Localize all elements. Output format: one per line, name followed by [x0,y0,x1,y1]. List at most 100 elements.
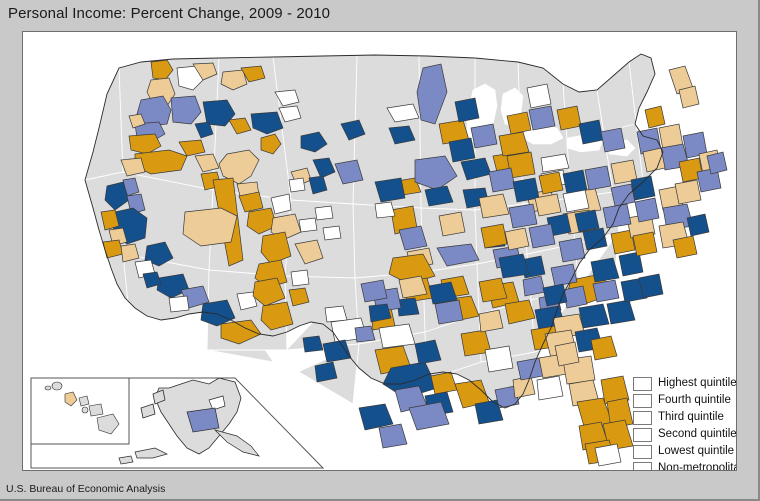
metro-area [378,423,408,449]
metro-area [436,243,480,267]
choropleth-map [30,53,728,469]
legend-swatch-highest-quintile [633,377,652,391]
metro-area [288,177,306,193]
honolulu-metro [64,391,78,407]
map-legend: Highest quintile Fourth quintile Third q… [633,376,737,470]
metro-area [260,301,294,331]
legend-item-non-metropolitan-areas: Non-metropolitan areas [633,461,736,470]
metro-area [120,243,140,263]
metro-area [290,269,310,287]
metro-area [142,271,162,289]
national-outline [84,53,664,409]
metro-area [168,295,190,313]
metro-area [414,155,458,191]
metro-area [260,133,282,155]
metro-area [170,95,202,125]
hawaii-island [44,385,52,391]
metro-area [600,375,630,405]
metro-area [522,275,546,297]
legend-item-second-quintile: Second quintile [633,427,736,444]
metro-area [302,335,324,353]
metro-area [360,279,388,303]
legend-label-highest-quintile: Highest quintile [658,377,737,389]
metro-area [388,125,416,145]
metro-area [340,119,366,141]
metro-area [528,105,556,131]
alaska-inset-frame [30,377,325,469]
metro-area [474,399,504,425]
legend-swatch-second-quintile [633,428,652,442]
legend-item-third-quintile: Third quintile [633,410,736,427]
metro-area [638,273,664,299]
metro-area [322,225,342,241]
map-panel: Highest quintile Fourth quintile Third q… [22,31,737,471]
metro-area [506,111,532,135]
metro-area [508,203,538,229]
metro-area [554,341,580,367]
metro-area [634,197,660,223]
metro-area [358,403,394,431]
metro-area [218,149,260,185]
metro-area [438,211,466,237]
hawaii-island [78,395,90,407]
metro-area [478,277,508,303]
metro-area [498,253,530,279]
legend-item-fourth-quintile: Fourth quintile [633,393,736,410]
metro-area [100,209,120,231]
metro-area [542,283,568,307]
metro-area [424,185,454,207]
metro-area [274,89,300,107]
metro-area [136,95,172,127]
metro-area [480,223,508,249]
metro-area [644,105,666,129]
metro-area [228,117,252,135]
metro-area [220,319,262,345]
metro-area [192,62,218,81]
metro-area [538,171,564,195]
metro-area [578,119,604,145]
metro-area [194,121,214,139]
metro-area [374,177,406,203]
metro-area [556,105,582,131]
hawaii-island [96,413,120,435]
metro-area [582,227,608,251]
metro-area [562,285,588,309]
metro-area [314,205,334,221]
metro-area [334,159,364,185]
metro-area [378,323,416,349]
metro-area [594,443,622,467]
metro-area [478,309,504,333]
metro-area [278,105,302,123]
metro-area [176,65,204,91]
metro-area [494,385,520,409]
metro-area [618,251,644,277]
metro-area [590,335,618,361]
metro-area [314,361,338,383]
metro-area [540,153,570,173]
metro-area [562,189,590,213]
legend-swatch-fourth-quintile [633,394,652,408]
metro-area [354,325,376,343]
metro-area [504,227,530,251]
metro-area [454,97,480,123]
metro-area [368,303,392,323]
metro-area [128,113,146,129]
metro-area [484,345,514,373]
metro-area [434,299,464,325]
legend-label-fourth-quintile: Fourth quintile [658,394,731,406]
metro-area [600,127,626,153]
legend-swatch-lowest-quintile [633,445,652,459]
metro-area [632,231,658,257]
metro-area [178,139,206,157]
hawaii-island [88,403,104,417]
metro-area [294,239,324,265]
metro-area [374,201,396,219]
metro-area [300,131,328,153]
metro-area [386,103,420,123]
metro-area [396,297,420,317]
metro-area [574,209,600,233]
anchorage-metro [186,407,220,433]
aleutian-islands [118,455,134,465]
metro-area [128,133,162,155]
metro-area [706,151,728,175]
